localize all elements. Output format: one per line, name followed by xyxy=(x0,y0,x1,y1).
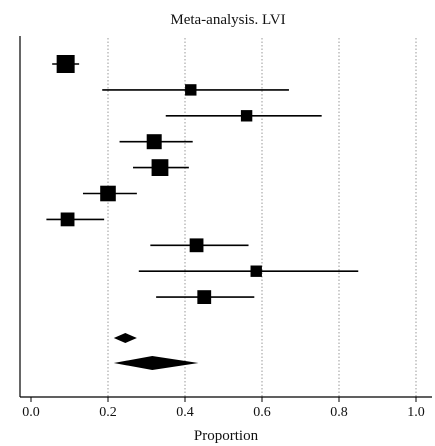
x-tick-label-4: 0.8 xyxy=(330,405,348,420)
gridlines xyxy=(107,38,417,397)
pooled-diamond-1 xyxy=(113,356,199,370)
x-axis-ticks: 0.0 0.2 0.4 0.6 0.8 1.0 xyxy=(22,397,425,420)
study-point-3 xyxy=(146,134,162,150)
study-point-6 xyxy=(60,212,75,227)
study-point-8 xyxy=(250,265,262,277)
chart-title: Meta-analysis. LVI xyxy=(170,12,285,28)
study-point-9 xyxy=(197,290,212,304)
study-point-5 xyxy=(100,185,116,202)
x-tick-label-5: 1.0 xyxy=(407,405,425,420)
x-tick-label-0: 0.0 xyxy=(22,405,40,420)
study-point-0 xyxy=(56,55,75,73)
study-point-1 xyxy=(185,84,197,96)
pooled-diamond-0 xyxy=(113,333,137,343)
x-tick-label-1: 0.2 xyxy=(99,405,117,420)
study-point-4 xyxy=(151,159,169,176)
x-axis-label: Proportion xyxy=(194,428,259,444)
study-markers xyxy=(46,55,359,304)
pooled-estimates xyxy=(113,333,199,370)
x-tick-label-3: 0.6 xyxy=(253,405,271,420)
study-point-7 xyxy=(189,238,204,253)
x-tick-label-2: 0.4 xyxy=(176,405,194,420)
study-point-2 xyxy=(240,110,253,122)
